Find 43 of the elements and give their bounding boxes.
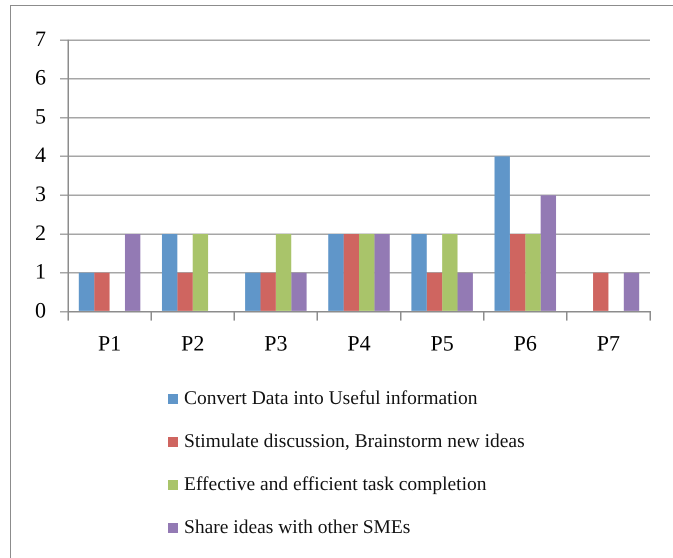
bar: [593, 272, 608, 311]
y-tick-label: 1: [35, 258, 46, 284]
bar: [458, 272, 473, 311]
bar: [192, 234, 208, 311]
y-tick-label: 6: [35, 64, 46, 90]
bar: [344, 234, 359, 311]
bar: [442, 234, 458, 311]
bar: [245, 272, 260, 311]
x-tick-label: P5: [430, 330, 454, 356]
y-tick-label: 7: [35, 26, 46, 51]
legend-label: Effective and efficient task completion: [184, 474, 486, 496]
bar: [494, 156, 510, 311]
y-tick-label: 2: [35, 220, 46, 245]
x-tick-label: P6: [514, 330, 537, 356]
bar: [162, 234, 178, 311]
bar: [177, 272, 193, 311]
bar: [374, 234, 390, 311]
x-tick-label: P2: [181, 330, 204, 356]
bar: [540, 195, 556, 311]
y-tick-label: 4: [35, 142, 46, 168]
bar: [94, 272, 110, 311]
y-tick-label: 0: [35, 297, 46, 322]
x-tick-label: P3: [264, 330, 288, 356]
bar: [124, 234, 140, 311]
bar: [525, 234, 541, 311]
y-tick-label: 3: [35, 180, 46, 206]
bar: [624, 272, 640, 311]
bar: [426, 272, 442, 311]
bar: [359, 234, 374, 311]
bar: [510, 234, 526, 311]
bar: [78, 272, 94, 311]
x-tick-label: P4: [347, 330, 371, 356]
bar: [291, 272, 307, 311]
bar: [276, 234, 292, 311]
legend-label: Stimulate discussion, Brainstorm new ideas: [184, 430, 525, 452]
y-tick-label: 5: [35, 103, 46, 128]
legend-label: Share ideas with other SMEs: [184, 516, 410, 538]
x-tick-label: P1: [98, 330, 122, 356]
bar: [411, 234, 427, 311]
legend-label: Convert Data into Useful information: [184, 388, 478, 410]
bar: [328, 234, 344, 311]
x-tick-label: P7: [596, 330, 620, 356]
bar: [260, 272, 276, 311]
